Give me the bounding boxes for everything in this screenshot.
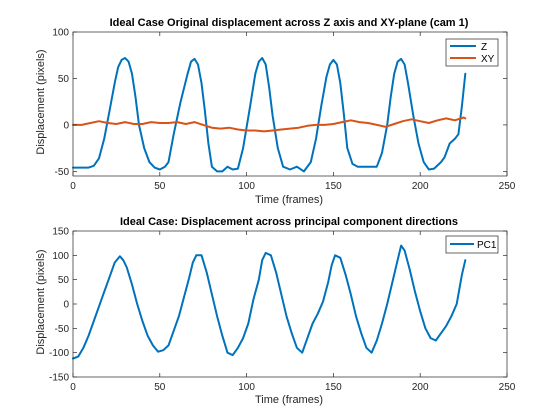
x-tick-label: 100 <box>238 181 255 192</box>
plot-background <box>73 231 507 377</box>
y-tick-label: -50 <box>55 167 70 178</box>
plot-area: 0 50 100 150 200 250 -150 -100 -50 0 50 100 150 <box>49 227 516 394</box>
x-tick-label: 200 <box>412 181 429 192</box>
x-tick-label: 150 <box>325 382 342 393</box>
plot-background <box>73 32 507 176</box>
y-tick-label: -150 <box>49 373 69 384</box>
x-tick-label: 150 <box>325 181 342 192</box>
series-line-xy <box>72 116 467 133</box>
x-tick-label: 250 <box>499 181 516 192</box>
y-tick-label: -50 <box>55 324 70 335</box>
legend-label-xy: XY <box>481 54 495 65</box>
x-tick-label: 100 <box>238 382 255 393</box>
series-line-pc1 <box>72 244 467 360</box>
series-line-z <box>72 57 467 173</box>
y-tick-label: 50 <box>58 275 70 286</box>
legend: Z XY <box>445 38 499 67</box>
subplot-bottom: Ideal Case: Displacement across principa… <box>35 216 516 406</box>
x-tick-label: 50 <box>154 382 166 393</box>
y-tick-label: 50 <box>58 74 70 85</box>
y-tick-label: 0 <box>63 120 69 131</box>
y-axis-label: Displacement (pixels) <box>35 49 47 154</box>
legend-label-pc1: PC1 <box>477 240 497 251</box>
legend-label-z: Z <box>481 42 487 53</box>
x-tick-label: 50 <box>154 181 166 192</box>
y-tick-label: 150 <box>52 227 69 238</box>
subplot-top: Ideal Case Original displacement across … <box>35 17 516 206</box>
chart-title: Ideal Case Original displacement across … <box>110 17 469 29</box>
chart-title: Ideal Case: Displacement across principa… <box>120 216 458 228</box>
x-tick-label: 0 <box>70 181 76 192</box>
y-tick-label: -100 <box>49 348 69 359</box>
x-tick-label: 200 <box>412 382 429 393</box>
y-tick-label: 100 <box>52 251 69 262</box>
x-axis-label: Time (frames) <box>255 194 323 206</box>
legend: PC1 <box>445 235 499 254</box>
x-axis-label: Time (frames) <box>255 394 323 406</box>
y-axis-label: Displacement (pixels) <box>35 249 47 354</box>
x-tick-label: 250 <box>499 382 516 393</box>
y-tick-label: 100 <box>52 28 69 39</box>
x-tick-label: 0 <box>70 382 76 393</box>
legend-box <box>445 38 499 67</box>
axes-box <box>72 31 508 177</box>
y-tick-label: 0 <box>63 300 69 311</box>
